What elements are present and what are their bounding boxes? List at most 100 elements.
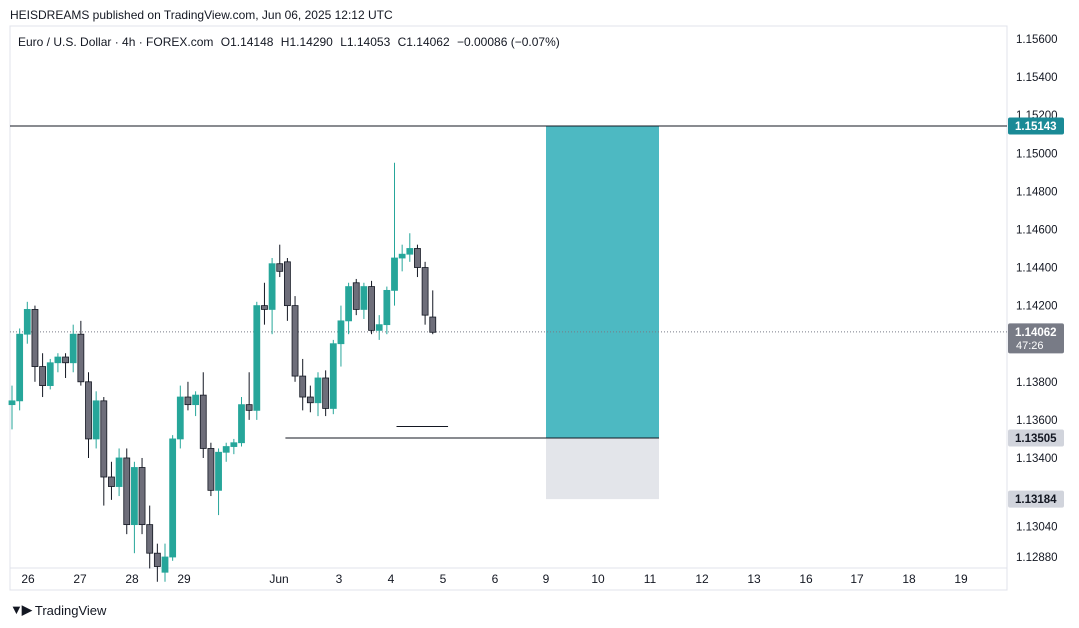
candle[interactable]	[398, 253, 406, 259]
tradingview-logo-icon: ▼▶	[10, 602, 32, 617]
candle[interactable]	[352, 282, 360, 310]
y-tick-label: 1.13800	[1016, 377, 1058, 389]
x-tick-label: 6	[492, 572, 499, 586]
y-tick-label: 1.13400	[1016, 453, 1058, 465]
candle[interactable]	[100, 400, 108, 478]
x-tick-label: 10	[591, 572, 605, 586]
candle[interactable]	[39, 366, 46, 387]
candle[interactable]	[138, 467, 146, 526]
y-tick-label: 1.15600	[1016, 34, 1058, 46]
candle[interactable]	[306, 396, 314, 404]
y-tick-label: 1.15400	[1016, 72, 1058, 84]
x-tick-label: 28	[125, 572, 139, 586]
y-tick-label: 1.14400	[1016, 263, 1058, 275]
candle[interactable]	[85, 381, 92, 440]
brand-label: TradingView	[34, 602, 107, 618]
target-zone[interactable]	[546, 126, 659, 438]
candle[interactable]	[345, 286, 353, 322]
candle[interactable]	[123, 457, 131, 526]
candle[interactable]	[62, 356, 69, 364]
candle[interactable]	[192, 394, 200, 406]
tradingview-footer[interactable]: ▼▶ TradingView	[10, 602, 106, 618]
candle[interactable]	[23, 309, 31, 335]
candle[interactable]	[161, 556, 169, 573]
candle[interactable]	[8, 400, 16, 406]
target-price-label: 1.15143	[1015, 121, 1057, 133]
candle[interactable]	[314, 377, 322, 404]
plot-frame	[9, 25, 1008, 591]
candle[interactable]	[406, 248, 414, 255]
candle[interactable]	[207, 448, 215, 491]
candle[interactable]	[230, 442, 238, 447]
candle[interactable]	[176, 396, 184, 440]
candle[interactable]	[238, 404, 245, 444]
y-tick-label: 1.14800	[1016, 186, 1058, 198]
candle[interactable]	[92, 400, 100, 440]
candle[interactable]	[283, 261, 291, 307]
current-price-label: 1.14062	[1015, 327, 1057, 339]
ohlc-high: H1.14290	[280, 35, 333, 49]
current-price-label-bg	[1008, 323, 1064, 354]
candle[interactable]	[184, 396, 192, 406]
target-price-label-bg	[1008, 117, 1064, 135]
candle[interactable]	[146, 524, 154, 554]
candle[interactable]	[153, 552, 161, 567]
x-tick-label: 4	[388, 572, 395, 586]
candle[interactable]	[253, 305, 261, 411]
candle[interactable]	[46, 362, 54, 387]
stop-price-label: 1.13184	[1015, 494, 1057, 506]
x-tick-label: 5	[440, 572, 447, 586]
candle[interactable]	[16, 333, 24, 402]
y-tick-label: 1.15000	[1016, 148, 1058, 160]
x-tick-label: 27	[73, 572, 87, 586]
candle[interactable]	[291, 305, 299, 377]
publisher-line: HEISDREAMS published on TradingView.com,…	[10, 8, 393, 22]
candle[interactable]	[421, 267, 429, 316]
candle[interactable]	[199, 394, 207, 449]
candle[interactable]	[383, 289, 391, 326]
candle[interactable]	[276, 263, 284, 272]
entry-price-label-bg	[1008, 429, 1064, 447]
x-tick-label: 18	[902, 572, 916, 586]
candle[interactable]	[391, 257, 398, 291]
ohlc-open: O1.14148	[220, 35, 274, 49]
current-price-label-countdown: 47:26	[1016, 340, 1044, 352]
candle[interactable]	[222, 446, 230, 453]
candle[interactable]	[268, 263, 276, 310]
symbol-legend: Euro / U.S. Dollar · 4h · FOREX.com O1.1…	[18, 35, 564, 49]
candle[interactable]	[261, 305, 268, 310]
x-tick-label: 29	[177, 572, 191, 586]
x-tick-label: 11	[644, 572, 657, 586]
y-tick-label: 1.14200	[1016, 301, 1058, 313]
x-tick-label: Jun	[269, 572, 288, 586]
y-tick-label: 1.14600	[1016, 224, 1058, 236]
candle[interactable]	[414, 248, 421, 268]
candle[interactable]	[429, 316, 437, 333]
ohlc-change: −0.00086 (−0.07%)	[456, 35, 560, 49]
ohlc-low: L1.14053	[340, 35, 391, 49]
candle[interactable]	[31, 309, 39, 367]
candle[interactable]	[69, 333, 77, 364]
candle[interactable]	[329, 343, 337, 409]
candle[interactable]	[360, 286, 368, 310]
candle[interactable]	[375, 324, 383, 331]
ohlc-close: C1.14062	[397, 35, 450, 49]
candle[interactable]	[108, 476, 115, 487]
candle[interactable]	[54, 356, 62, 364]
candle[interactable]	[299, 375, 307, 398]
x-tick-label: 16	[799, 572, 813, 586]
symbol-name[interactable]: Euro / U.S. Dollar · 4h · FOREX.com	[18, 35, 214, 49]
candle[interactable]	[130, 467, 138, 526]
candle[interactable]	[169, 438, 177, 558]
candle[interactable]	[322, 377, 330, 409]
candle[interactable]	[115, 457, 123, 487]
y-tick-label: 1.13040	[1016, 522, 1058, 534]
entry-price-label: 1.13505	[1015, 433, 1057, 445]
candle[interactable]	[215, 451, 222, 491]
candle[interactable]	[337, 320, 345, 345]
candle[interactable]	[368, 286, 375, 331]
candle[interactable]	[245, 404, 253, 411]
stop-zone[interactable]	[546, 437, 659, 500]
candle[interactable]	[77, 333, 85, 383]
